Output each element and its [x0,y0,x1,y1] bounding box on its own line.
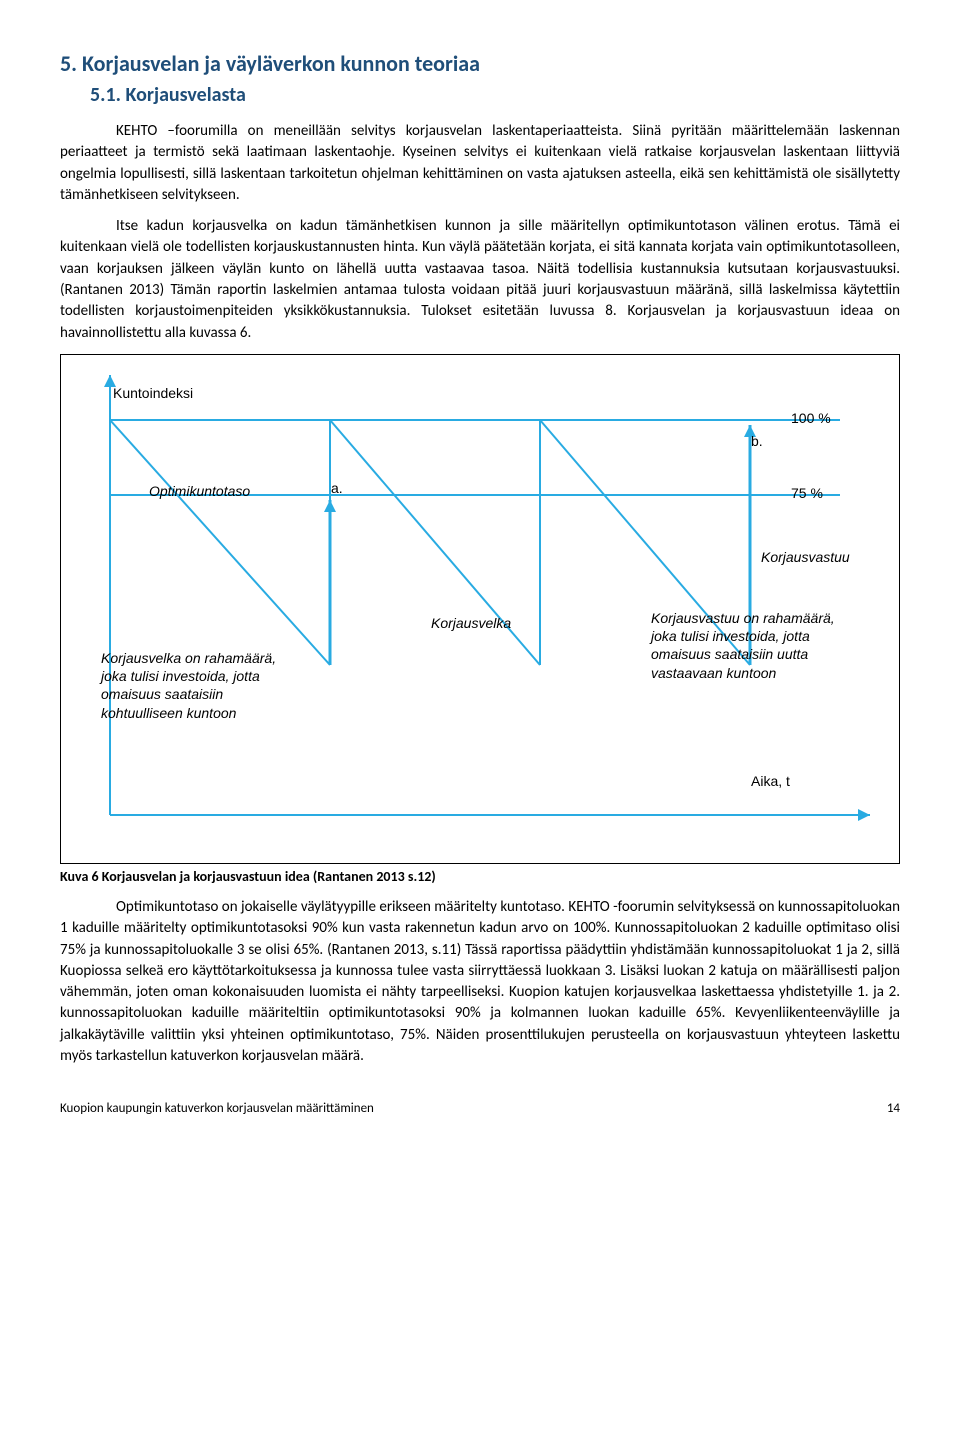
footer-left: Kuopion kaupungin katuverkon korjausvela… [60,1101,374,1116]
page: 5. Korjausvelan ja väyläverkon kunnon te… [0,0,960,1156]
optim-label: Optimikuntotaso [149,483,250,499]
body-paragraph-1: KEHTO –foorumilla on meneillään selvitys… [60,121,900,206]
level-75-label: 75 % [791,485,823,501]
page-number: 14 [887,1101,900,1116]
label-a: a. [331,480,343,496]
para3-text: Optimikuntotaso on jokaiselle väylätyypi… [60,898,900,1065]
para1-text: KEHTO –foorumilla on meneillään selvitys… [60,122,900,204]
heading-level-2: 5.1. Korjausvelasta [90,83,900,107]
label-korjausvelka: Korjausvelka [431,615,511,631]
heading-level-1: 5. Korjausvelan ja väyläverkon kunnon te… [60,50,900,77]
desc-left: Korjausvelka on rahamäärä, joka tulisi i… [101,649,321,722]
label-b: b. [751,433,763,449]
x-axis-label: Aika, t [751,773,790,789]
figure-6-diagram: Kuntoindeksi 100 % 75 % Optimikuntotaso … [60,354,900,864]
desc-right: Korjausvastuu on rahamäärä, joka tulisi … [651,609,871,682]
y-axis-label: Kuntoindeksi [113,385,193,401]
label-korjausvastuu: Korjausvastuu [761,549,850,565]
body-paragraph-3: Optimikuntotaso on jokaiselle väylätyypi… [60,897,900,1067]
para2-text: Itse kadun korjausvelka on kadun tämänhe… [60,217,900,341]
level-100-label: 100 % [791,410,831,426]
page-footer: Kuopion kaupungin katuverkon korjausvela… [60,1101,900,1116]
figure-caption: Kuva 6 Korjausvelan ja korjausvastuun id… [60,868,900,885]
body-paragraph-2: Itse kadun korjausvelka on kadun tämänhe… [60,216,900,344]
